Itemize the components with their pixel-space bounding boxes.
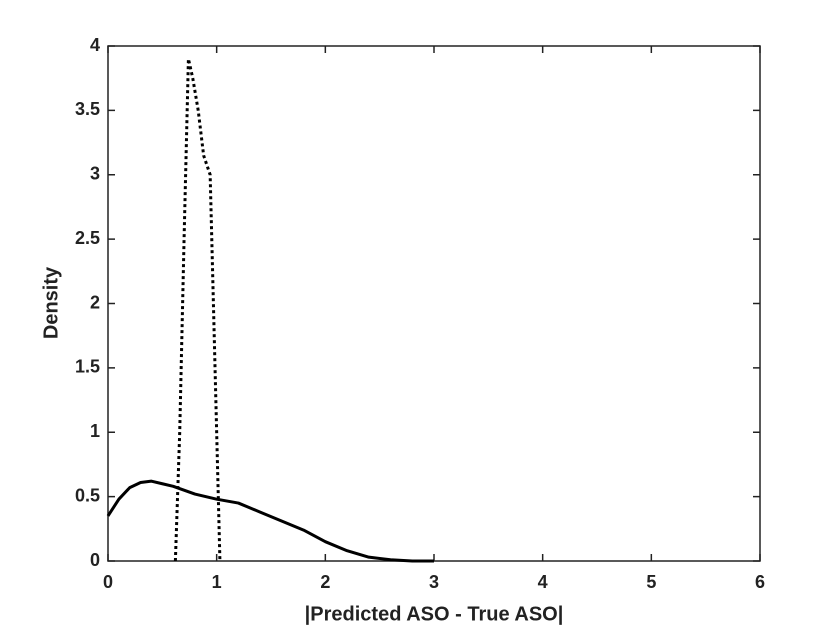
y-tick-label: 0 bbox=[90, 550, 100, 570]
y-tick-label: 1.5 bbox=[75, 357, 100, 377]
x-tick-label: 1 bbox=[212, 572, 222, 592]
x-tick-label: 5 bbox=[646, 572, 656, 592]
y-tick-label: 0.5 bbox=[75, 485, 100, 505]
axes-box bbox=[107, 45, 761, 562]
y-tick-label: 4 bbox=[90, 35, 100, 55]
x-tick-label: 2 bbox=[320, 572, 330, 592]
y-tick-label: 3.5 bbox=[75, 99, 100, 119]
x-tick-label: 6 bbox=[755, 572, 765, 592]
x-tick-label: 4 bbox=[538, 572, 548, 592]
density-line bbox=[173, 57, 222, 562]
y-axis-label: Density bbox=[40, 266, 62, 339]
y-tick-label: 2 bbox=[90, 292, 100, 312]
x-tick-label: 0 bbox=[103, 572, 113, 592]
x-axis-label: |Predicted ASO - True ASO| bbox=[305, 603, 564, 625]
density-line bbox=[106, 479, 434, 563]
x-tick-label: 3 bbox=[429, 572, 439, 592]
y-tick-label: 1 bbox=[90, 421, 100, 441]
y-tick-label: 3 bbox=[90, 164, 100, 184]
y-tick-label: 2.5 bbox=[75, 228, 100, 248]
